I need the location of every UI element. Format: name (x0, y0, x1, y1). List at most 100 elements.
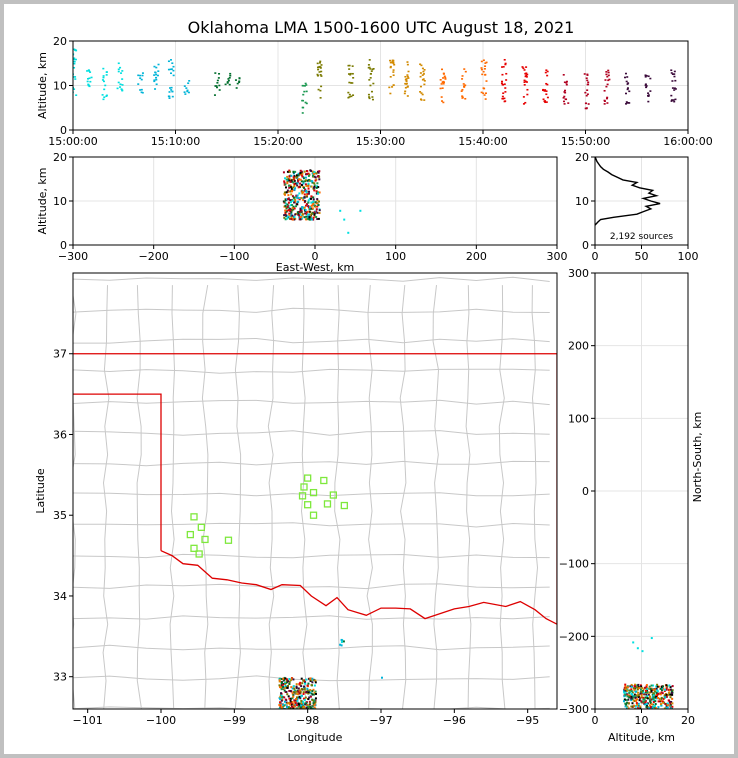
time-height-source (526, 88, 529, 91)
ns-height-source (655, 697, 658, 700)
ns-height-source (652, 692, 655, 695)
ns-height-source (655, 685, 658, 688)
time-height-source (480, 68, 483, 71)
time-height-source (318, 65, 321, 68)
map-source (291, 692, 294, 695)
time-height-source (172, 69, 175, 72)
ns-height-source (640, 693, 643, 696)
y-tick-label: 100 (568, 412, 589, 425)
time-height-source (525, 74, 528, 77)
ns-height-source (656, 694, 659, 697)
time-height-source (605, 71, 608, 73)
ns-height-source (667, 691, 670, 694)
time-height-source (421, 74, 424, 76)
time-height-source (502, 97, 505, 100)
ns-height-source (652, 684, 655, 687)
map-source (287, 706, 290, 709)
time-height-source (155, 78, 158, 81)
time-height-source (545, 101, 548, 103)
x-tick-label: 15:00:00 (48, 135, 97, 148)
time-height-source (565, 80, 568, 83)
time-height-source (480, 91, 483, 94)
map-source (280, 688, 283, 691)
ns-height-source (640, 696, 643, 699)
ew-height-source (307, 199, 310, 202)
time-height-source (215, 85, 218, 87)
time-height-source (140, 88, 143, 91)
time-height-source (391, 60, 394, 63)
ew-height-source (303, 193, 306, 196)
ew-height-source (308, 179, 311, 182)
time-height-source (117, 81, 120, 84)
time-height-source (624, 72, 627, 75)
ew-height-source (299, 218, 302, 221)
ns-height-source (663, 688, 666, 691)
time-height-source (419, 72, 422, 74)
ew-height-source (306, 217, 309, 220)
map-source (292, 706, 295, 709)
time-height-source (644, 84, 647, 87)
ns-height-source (653, 690, 656, 693)
map-source (305, 706, 308, 709)
altitude-histogram-panel: 0 50 100 0 10 20 2,192 sources (575, 151, 699, 263)
ew-height-source (284, 183, 287, 186)
lma-station (340, 501, 348, 510)
time-height-source (526, 93, 529, 96)
ns-height-source (630, 697, 633, 700)
time-height-source (463, 86, 466, 88)
ew-height-source (286, 190, 289, 193)
map-source (287, 707, 290, 709)
time-height-source (155, 66, 158, 69)
ew-height-outlier (359, 209, 362, 212)
time-height-source (88, 85, 91, 88)
ew-height-source (283, 216, 286, 219)
map-source (292, 685, 295, 688)
ew-height-source (316, 185, 319, 188)
ew-height-source (301, 207, 304, 210)
x-tick-label: 300 (547, 250, 568, 263)
map-source (279, 686, 282, 689)
time-height-source (505, 79, 508, 81)
map-source (285, 681, 288, 684)
map-source (298, 682, 301, 685)
county-line (366, 285, 373, 709)
ew-height-source (302, 180, 305, 183)
ew-height-source (315, 172, 318, 175)
ns-height-source (655, 687, 658, 690)
county-line (169, 285, 176, 709)
ew-height-source (290, 218, 293, 221)
map-source (289, 703, 292, 706)
ew-height-source (307, 185, 310, 188)
map-source (278, 679, 281, 682)
lma-station (300, 483, 308, 491)
time-height-source (603, 103, 606, 105)
ew-height-source (284, 209, 287, 212)
map-source (285, 690, 288, 693)
ns-height-source (670, 707, 673, 709)
time-height-source (480, 67, 483, 69)
ns-height-source (640, 701, 643, 704)
ew-height-source (317, 171, 320, 174)
ew-height-source (306, 215, 309, 218)
time-height-source (347, 91, 350, 94)
time-height-source (170, 72, 173, 75)
time-height-source (319, 62, 322, 64)
map-source (279, 698, 282, 701)
ns-height-sources (622, 637, 674, 709)
map-source (286, 702, 289, 705)
county-line (432, 285, 440, 709)
time-height-source (521, 66, 524, 68)
map-source (303, 681, 306, 684)
ew-height-source (298, 196, 301, 199)
map-source (288, 680, 291, 683)
time-height-source (389, 65, 392, 68)
ns-height-source (639, 684, 642, 687)
map-source (281, 684, 284, 687)
map-source (297, 705, 300, 708)
y-tick-label: 36 (53, 428, 67, 441)
time-height-source (167, 60, 170, 63)
ns-height-source (642, 696, 645, 699)
county-line (234, 285, 242, 709)
ns-height-source (646, 691, 649, 694)
ew-height-source (289, 208, 292, 211)
